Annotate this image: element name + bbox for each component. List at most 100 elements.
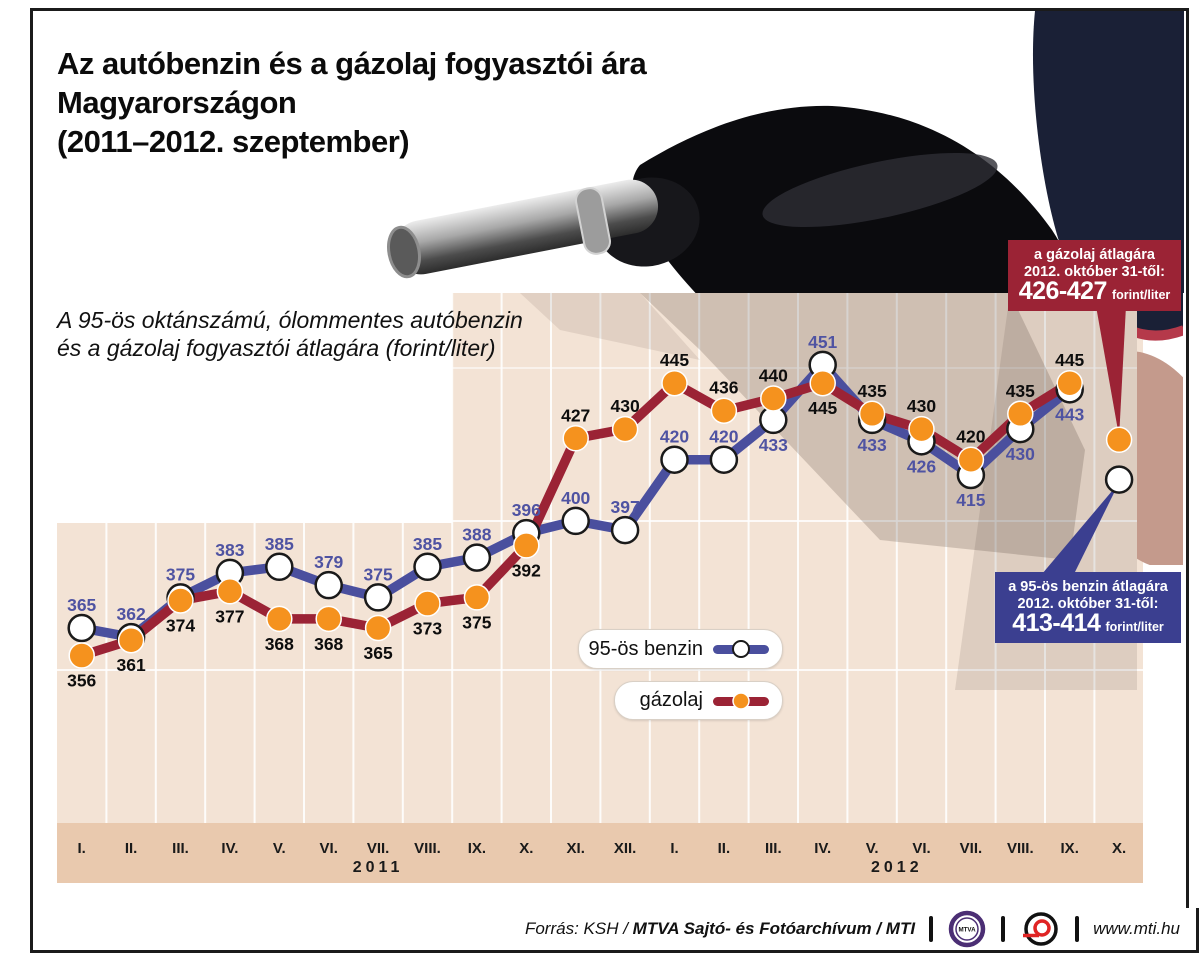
svg-text:420: 420 [956, 427, 985, 447]
svg-text:I.: I. [670, 840, 678, 857]
mtva-logo-icon: MTVA [948, 910, 986, 948]
svg-text:365: 365 [67, 595, 96, 615]
subtitle-line-1: A 95-ös oktánszámú, ólommentes autóbenzi… [57, 307, 523, 333]
svg-text:430: 430 [907, 396, 936, 416]
legend-item-gazolaj: gázolaj [614, 681, 783, 720]
divider [1001, 916, 1006, 942]
legend-label-gazolaj: gázolaj [639, 689, 703, 711]
svg-text:420: 420 [709, 427, 738, 447]
svg-text:392: 392 [512, 560, 541, 580]
svg-text:368: 368 [314, 634, 343, 654]
source-prefix: Forrás: KSH / [524, 919, 633, 938]
title-line-1: Az autóbenzin és a gázolaj fogyasztói ár… [57, 46, 647, 81]
benzin-line-swatch-icon [713, 640, 769, 658]
svg-text:420: 420 [660, 427, 689, 447]
svg-text:VIII.: VIII. [414, 840, 441, 857]
benzin-callout-unit: forint/liter [1105, 620, 1164, 634]
svg-text:430: 430 [1006, 444, 1035, 464]
benzin-callout-value: 413-414 [1012, 609, 1101, 637]
svg-text:XII.: XII. [614, 840, 637, 857]
svg-text:X.: X. [1112, 840, 1126, 857]
diesel-callout-line-2: 2012. október 31-től: [1023, 264, 1165, 280]
svg-text:VIII.: VIII. [1007, 840, 1034, 857]
svg-text:373: 373 [413, 619, 442, 639]
nozzle-highlight [762, 152, 998, 228]
diesel-callout-unit: forint/liter [1111, 288, 1171, 302]
svg-text:375: 375 [462, 612, 491, 632]
svg-text:374: 374 [166, 615, 195, 635]
svg-text:385: 385 [413, 534, 442, 554]
mtva-logo-text: MTVA [959, 926, 977, 933]
svg-text:430: 430 [610, 396, 639, 416]
svg-text:427: 427 [561, 405, 590, 425]
gridlines [57, 293, 1143, 823]
svg-text:368: 368 [265, 634, 294, 654]
svg-text:III.: III. [765, 840, 782, 857]
page-title: Az autóbenzin és a gázolaj fogyasztói ár… [57, 44, 647, 161]
svg-text:I.: I. [78, 840, 86, 857]
svg-text:2012: 2012 [871, 859, 923, 876]
svg-text:385: 385 [265, 534, 294, 554]
title-line-2: Magyarországon [57, 85, 297, 120]
spout-tube [393, 179, 659, 275]
svg-text:388: 388 [462, 525, 491, 545]
svg-text:2011: 2011 [353, 859, 404, 876]
legend-item-benzin: 95-ös benzin [578, 629, 783, 669]
svg-text:X.: X. [519, 840, 533, 857]
svg-text:IV.: IV. [221, 840, 238, 857]
svg-text:362: 362 [116, 604, 145, 624]
diesel-callout-line-1: a gázolaj átlagára [1034, 247, 1155, 263]
divider [1075, 916, 1080, 942]
svg-text:436: 436 [709, 378, 738, 398]
svg-text:V.: V. [866, 840, 879, 857]
svg-text:396: 396 [512, 500, 541, 520]
diesel-callout-value: 426-427 [1018, 277, 1108, 305]
svg-text:415: 415 [956, 490, 985, 510]
svg-text:II.: II. [125, 840, 138, 857]
benzin-price-callout: a 95-ös benzin átlagára 2012. október 31… [995, 572, 1181, 643]
svg-text:375: 375 [363, 564, 392, 584]
source-text: Forrás: KSH / MTVA Sajtó- és Fotóarchívu… [525, 919, 915, 939]
x-axis-labels: I. II. III. IV. V. VI. VII. VIII. IX. X. XI. XII. I.… [78, 840, 1127, 876]
svg-text:451: 451 [808, 332, 837, 352]
svg-text:XI.: XI. [567, 840, 585, 857]
chart-subtitle: A 95-ös oktánszámú, ólommentes autóbenzi… [57, 306, 523, 362]
data-series: 365 362 375 383 385 379 375 385 388 396 400 397 420 4… [67, 306, 1134, 691]
mti-logo-icon [1023, 912, 1058, 946]
footer-bar: Forrás: KSH / MTVA Sajtó- és Fotóarchívu… [30, 908, 1199, 953]
spout-tip [387, 225, 421, 279]
svg-text:379: 379 [314, 552, 343, 572]
svg-text:433: 433 [759, 435, 788, 455]
svg-text:400: 400 [561, 488, 590, 508]
svg-text:383: 383 [215, 540, 244, 560]
spout-ring [575, 187, 611, 255]
benzin-callout-line-2: 2012. október 31-től: [1017, 596, 1159, 612]
svg-text:426: 426 [907, 456, 936, 476]
svg-text:IX.: IX. [468, 840, 486, 857]
svg-text:435: 435 [1006, 381, 1035, 401]
svg-text:435: 435 [857, 381, 886, 401]
svg-text:433: 433 [857, 435, 886, 455]
subtitle-line-2: és a gázolaj fogyasztói átlagára (forint… [57, 335, 496, 361]
svg-text:IV.: IV. [814, 840, 831, 857]
svg-text:365: 365 [363, 643, 392, 663]
diesel-price-callout: a gázolaj átlagára 2012. október 31-től:… [1008, 240, 1181, 311]
gazolaj-line-swatch-icon [713, 691, 769, 710]
svg-text:VI.: VI. [320, 840, 338, 857]
benzin-callout-line-1: a 95-ös benzin átlagára [1008, 579, 1168, 595]
svg-text:361: 361 [116, 655, 145, 675]
svg-text:443: 443 [1055, 404, 1084, 424]
title-line-3: (2011–2012. szeptember) [57, 124, 410, 159]
website-url: www.mti.hu [1093, 919, 1180, 938]
svg-text:445: 445 [808, 398, 837, 418]
svg-text:VII.: VII. [367, 840, 390, 857]
svg-text:445: 445 [660, 350, 689, 370]
svg-text:IX.: IX. [1061, 840, 1079, 857]
legend-label-benzin: 95-ös benzin [588, 637, 703, 660]
svg-text:375: 375 [166, 564, 195, 584]
divider [929, 916, 934, 942]
svg-text:440: 440 [759, 366, 788, 386]
svg-text:397: 397 [610, 497, 639, 517]
svg-text:445: 445 [1055, 350, 1084, 370]
